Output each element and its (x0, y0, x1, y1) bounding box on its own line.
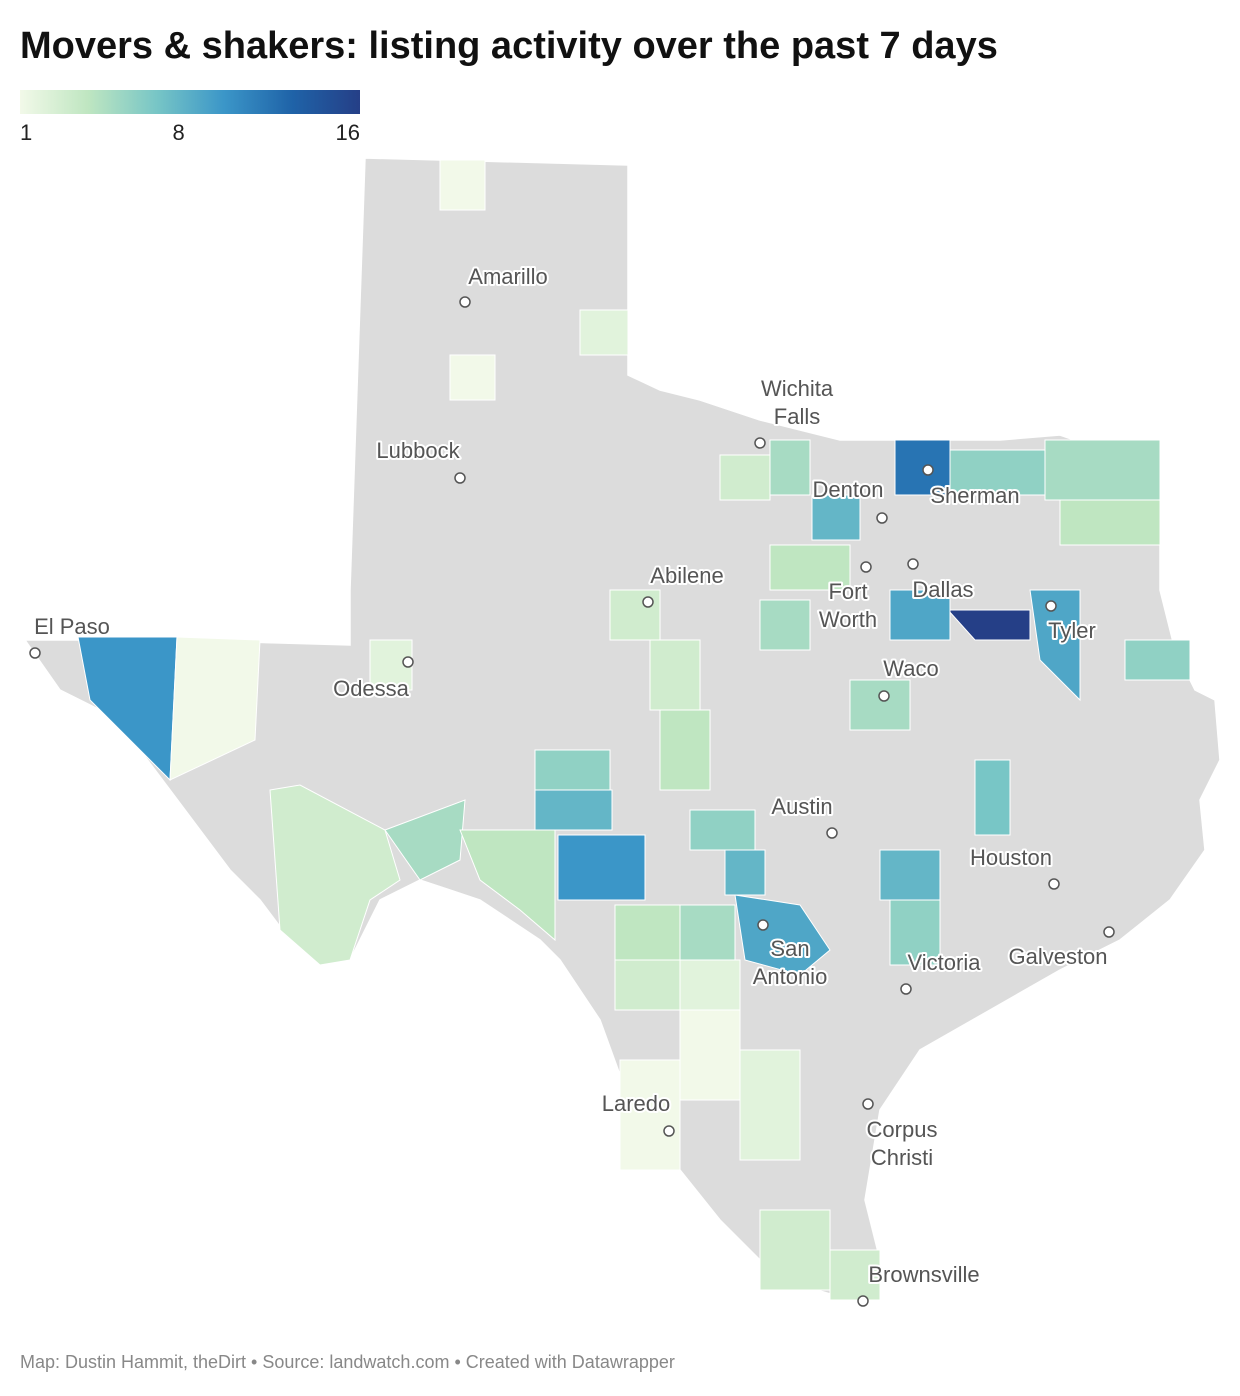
city-dot (1045, 600, 1057, 612)
county (369, 639, 413, 691)
city-dot (757, 919, 769, 931)
city-label: Corpus (867, 1117, 938, 1142)
map (23, 157, 1221, 1301)
city-dot (900, 983, 912, 995)
county (609, 589, 661, 641)
city-dot (1103, 926, 1115, 938)
county (689, 809, 756, 851)
city-label: Victoria (908, 950, 982, 975)
county (1124, 639, 1191, 681)
county (579, 309, 629, 356)
city-label: Brownsville (868, 1262, 979, 1287)
county (769, 544, 851, 591)
county (974, 759, 1011, 836)
county (769, 439, 811, 496)
city-label: Dallas (912, 577, 973, 602)
title: Movers & shakers: listing activity over … (20, 25, 998, 67)
city-dot (459, 296, 471, 308)
county (77, 636, 178, 782)
county (719, 454, 771, 501)
city-label: Houston (970, 845, 1052, 870)
legend-tick-label: 1 (20, 120, 32, 145)
county (269, 784, 401, 966)
city-dot (663, 1125, 675, 1137)
county (724, 849, 766, 896)
city-dot (402, 656, 414, 668)
county (449, 354, 496, 401)
county (534, 749, 611, 791)
legend: 1 8 16 (20, 120, 360, 145)
city-dot (29, 647, 41, 659)
city-label: Christi (871, 1145, 933, 1170)
city-label: Worth (819, 607, 877, 632)
city-label: Wichita (761, 376, 834, 401)
county (659, 709, 711, 791)
county (534, 789, 613, 831)
city-label: Waco (883, 656, 938, 681)
city-dot (876, 512, 888, 524)
city-label: Amarillo (468, 264, 547, 289)
county (879, 849, 941, 901)
city-dot (826, 827, 838, 839)
county (739, 1049, 801, 1161)
city-label: Odessa (333, 676, 410, 701)
city-dot (754, 437, 766, 449)
city-label: Austin (771, 794, 832, 819)
county (384, 799, 466, 881)
city-dot (862, 1098, 874, 1110)
legend-tick-label: 16 (336, 120, 360, 145)
county (614, 904, 681, 961)
county (811, 494, 861, 541)
city-label: San (770, 936, 809, 961)
city-label: Tyler (1048, 618, 1096, 643)
county (759, 599, 811, 651)
city-label: Denton (813, 477, 884, 502)
city-dot (642, 596, 654, 608)
county (889, 589, 951, 641)
county (614, 959, 681, 1011)
county (679, 904, 736, 961)
county (619, 1059, 681, 1171)
city-label: Falls (774, 404, 820, 429)
county (829, 1249, 881, 1301)
county (649, 639, 701, 711)
city-label: Antonio (753, 964, 828, 989)
county (849, 679, 911, 731)
county (946, 609, 1031, 641)
footer: Map: Dustin Hammit, theDirt • Source: la… (20, 1352, 675, 1372)
legend-tick-label: 8 (173, 120, 185, 145)
city-label: Laredo (602, 1091, 671, 1116)
city-dot (857, 1295, 869, 1307)
county (557, 834, 646, 901)
county (679, 1009, 741, 1101)
city-dot (454, 472, 466, 484)
city-label: Sherman (930, 483, 1019, 508)
legend-gradient (20, 90, 360, 114)
city-label: Galveston (1008, 944, 1107, 969)
county (679, 959, 741, 1011)
county (439, 159, 486, 211)
city-dot (878, 690, 890, 702)
city-dot (922, 464, 934, 476)
county (1029, 589, 1081, 702)
city-dot (1048, 878, 1060, 890)
cities: Amarillo Wichita Falls Lubbock Denton Sherman… (29, 262, 1115, 1307)
city-label: Abilene (650, 563, 723, 588)
county (1059, 499, 1161, 546)
county (889, 899, 941, 966)
city-dot (907, 558, 919, 570)
county (169, 636, 261, 781)
city-dot (860, 561, 872, 573)
county (759, 1209, 831, 1291)
city-label: El Paso (34, 614, 110, 639)
county (1044, 439, 1161, 501)
city-label: Lubbock (376, 438, 460, 463)
county (734, 894, 831, 976)
city-label: Fort (828, 579, 867, 604)
